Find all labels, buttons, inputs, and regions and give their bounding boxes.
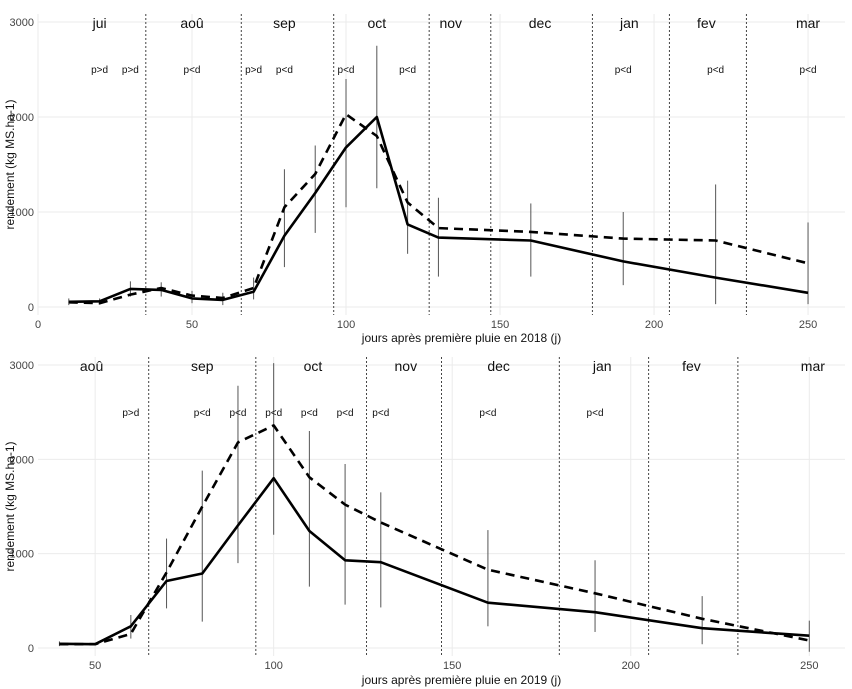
- significance-label: p<d: [707, 65, 724, 76]
- x-tick-label: 0: [35, 319, 41, 331]
- month-label: sep: [191, 358, 214, 374]
- y-tick-label: 0: [28, 643, 34, 655]
- month-label: oct: [304, 358, 323, 374]
- significance-label: p<d: [337, 408, 354, 419]
- y-tick-label: 2000: [10, 112, 34, 124]
- significance-label: p<d: [479, 408, 496, 419]
- significance-label: p<d: [615, 65, 632, 76]
- x-tick-label: 250: [799, 319, 817, 331]
- significance-label: p<d: [587, 408, 604, 419]
- x-tick-label: 100: [337, 319, 355, 331]
- significance-label: p>d: [245, 65, 262, 76]
- significance-label: p>d: [122, 408, 139, 419]
- month-label: jan: [592, 358, 612, 374]
- month-label: mar: [801, 358, 825, 374]
- month-label: fev: [697, 15, 716, 31]
- significance-label: p>d: [91, 65, 108, 76]
- y-tick-label: 2000: [10, 454, 34, 466]
- x-tick-label: 200: [622, 660, 640, 672]
- series-line-solid: [59, 476, 810, 646]
- x-tick-label: 250: [800, 660, 818, 672]
- y-tick-label: 1000: [10, 207, 34, 219]
- x-axis-title: jours après première pluie en 2019 (j): [361, 673, 561, 687]
- significance-label: p>d: [122, 65, 139, 76]
- month-label: nov: [395, 358, 418, 374]
- y-axis-title: rendement (kg MS.ha-1): [3, 441, 17, 571]
- significance-label: p<d: [229, 408, 246, 419]
- month-label: aoû: [80, 358, 103, 374]
- significance-label: p<d: [372, 408, 389, 419]
- month-label: fev: [682, 358, 701, 374]
- significance-label: p<d: [800, 65, 817, 76]
- month-label: mar: [796, 15, 820, 31]
- series-line-dashed: [59, 424, 810, 646]
- y-tick-label: 1000: [10, 549, 34, 561]
- panel-2018: 0 1000 2000 3000 0 50 100 150 200 250 jui aoû sep oc…: [3, 14, 845, 345]
- month-label: dec: [487, 358, 510, 374]
- month-label: aoû: [180, 15, 203, 31]
- significance-label: p<d: [399, 65, 416, 76]
- y-tick-label: 3000: [10, 17, 34, 29]
- panel-2019: 0 1000 2000 3000 50 100 150 200 250 aoû sep oct nov…: [3, 357, 845, 687]
- plot-background: [38, 14, 845, 315]
- significance-label: p<d: [338, 65, 355, 76]
- series-line-dashed: [68, 112, 809, 305]
- x-tick-label: 150: [443, 660, 461, 672]
- month-label: jui: [92, 15, 107, 31]
- x-tick-label: 50: [89, 660, 101, 672]
- significance-label: p<d: [194, 408, 211, 419]
- y-axis-title: rendement (kg MS.ha-1): [3, 99, 17, 229]
- x-axis-title: jours après première pluie en 2018 (j): [361, 331, 561, 345]
- y-tick-label: 3000: [10, 360, 34, 372]
- significance-label: p<d: [184, 65, 201, 76]
- significance-label: p<d: [265, 408, 282, 419]
- month-label: sep: [273, 15, 296, 31]
- significance-label: p<d: [276, 65, 293, 76]
- x-tick-label: 200: [645, 319, 663, 331]
- x-tick-label: 50: [186, 319, 198, 331]
- y-tick-label: 0: [28, 302, 34, 314]
- month-label: jan: [619, 15, 639, 31]
- significance-label: p<d: [301, 408, 318, 419]
- month-label: oct: [367, 15, 386, 31]
- month-label: nov: [439, 15, 462, 31]
- x-tick-label: 100: [264, 660, 282, 672]
- x-tick-label: 150: [491, 319, 509, 331]
- month-label: dec: [529, 15, 552, 31]
